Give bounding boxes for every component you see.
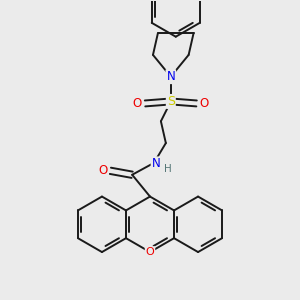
Text: O: O bbox=[99, 164, 108, 177]
Text: N: N bbox=[152, 158, 160, 170]
Text: H: H bbox=[164, 164, 172, 174]
Text: O: O bbox=[200, 97, 209, 110]
Text: N: N bbox=[167, 70, 175, 83]
Text: O: O bbox=[133, 97, 142, 110]
Text: O: O bbox=[146, 247, 154, 257]
Text: S: S bbox=[167, 95, 175, 108]
